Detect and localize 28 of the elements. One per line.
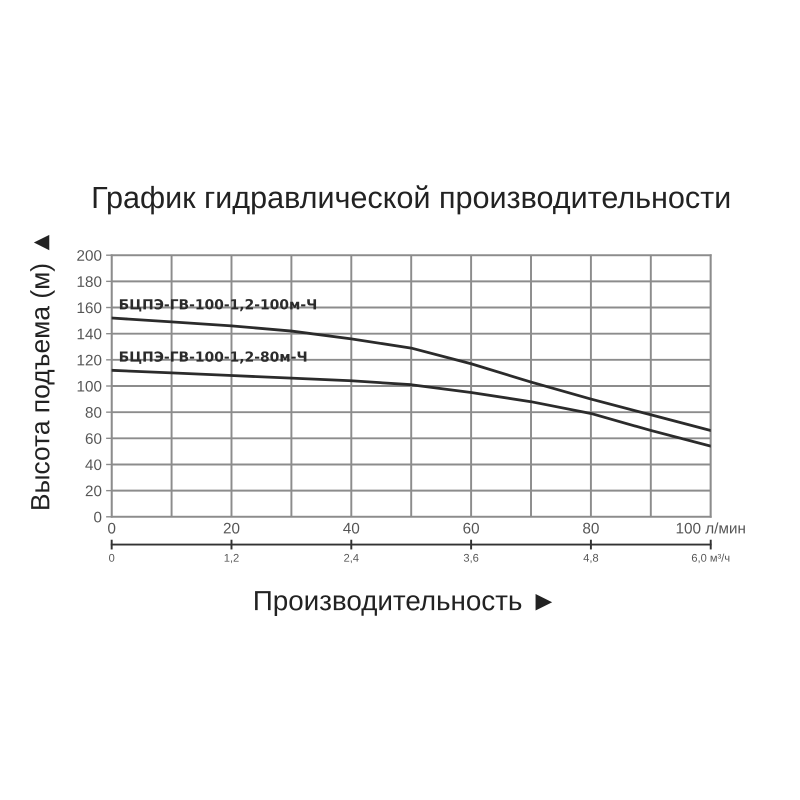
y-tick-label: 0 <box>94 512 102 522</box>
y-tick-label: 120 <box>78 354 102 366</box>
y-tick-label: 100 <box>78 380 102 392</box>
y-tick-label: 20 <box>86 486 102 496</box>
y-tick-label: 180 <box>78 276 102 288</box>
x-tick-label: 100 л/мин <box>676 522 745 534</box>
x2-tick-label: 6,0 м³/ч <box>692 554 730 564</box>
x2-tick-label: 1,2 <box>224 554 239 564</box>
x-axis-title: Производительность ► <box>255 591 552 616</box>
y-axis-title: Высота подъема (м) ▲ <box>30 234 55 509</box>
y-tick-label: 40 <box>85 459 102 470</box>
x2-tick-label: 2,4 <box>344 554 359 564</box>
x-tick-label: 80 <box>583 522 599 534</box>
y-tick-label: 140 <box>78 328 102 340</box>
series-label: БЦПЭ-ГВ-100-1,2-100м-Ч <box>120 299 316 312</box>
y-tick-label: 80 <box>86 407 102 418</box>
x-tick-label: 60 <box>463 522 480 534</box>
x-tick-label: 20 <box>224 522 240 534</box>
series-label: БЦПЭ-ГВ-100-1,2-80м-Ч <box>120 351 306 364</box>
x-tick-label: 40 <box>343 522 360 534</box>
y-tick-label: 160 <box>78 302 102 314</box>
chart-title: График гидравлической производительности <box>94 185 730 214</box>
x2-tick-label: 3,6 <box>464 554 478 564</box>
x-tick-label: 0 <box>108 522 116 534</box>
x2-tick-label: 0 <box>109 554 114 562</box>
x2-tick-label: 4,8 <box>583 554 598 564</box>
y-tick-label: 200 <box>77 250 102 261</box>
y-tick-label: 60 <box>86 433 102 444</box>
